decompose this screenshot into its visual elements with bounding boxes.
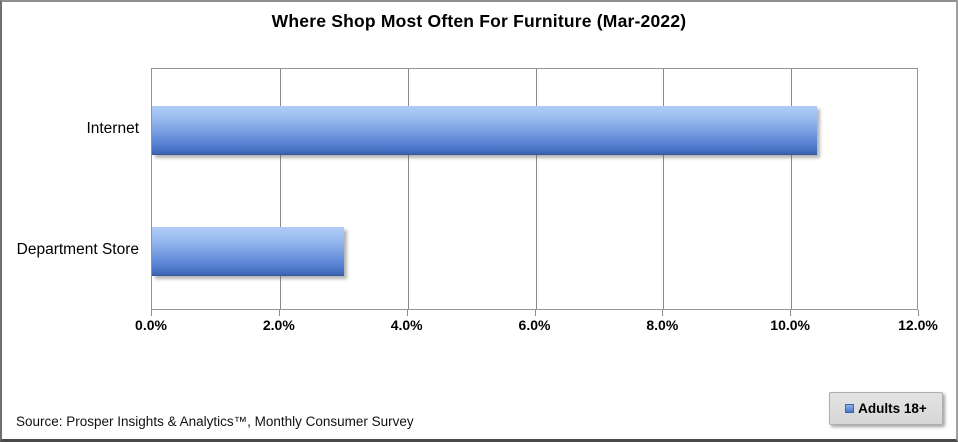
x-tick-label: 10.0%	[770, 317, 810, 333]
series-marker-icon	[845, 404, 855, 413]
chart-title: Where Shop Most Often For Furniture (Mar…	[271, 11, 687, 31]
x-tick-mark	[662, 310, 664, 316]
x-tick-mark	[151, 310, 152, 316]
x-tick-label: 4.0%	[390, 317, 423, 333]
x-tick-mark	[918, 310, 919, 316]
bar-department-store	[152, 226, 344, 276]
x-tick-mark	[406, 310, 408, 316]
legend: Adults 18+	[829, 392, 943, 425]
bar-internet	[152, 105, 817, 155]
legend-label: Adults 18+	[858, 401, 927, 416]
gridline	[791, 69, 793, 309]
plot-area	[151, 68, 918, 310]
gridline	[535, 69, 537, 309]
category-label: Internet	[86, 119, 139, 137]
x-tick-label: 6.0%	[518, 317, 551, 333]
gridline	[663, 69, 665, 309]
x-tick-label: 0.0%	[135, 317, 167, 333]
x-tick-mark	[790, 310, 792, 316]
x-tick-label: 8.0%	[646, 317, 679, 333]
gridline	[279, 69, 281, 309]
x-tick-mark	[278, 310, 280, 316]
x-tick-label: 2.0%	[262, 317, 295, 333]
gridline	[407, 69, 409, 309]
category-label: Department Store	[16, 240, 139, 258]
x-tick-label: 12.0%	[898, 317, 938, 333]
x-tick-mark	[534, 310, 536, 316]
source-note: Source: Prosper Insights & Analytics™, M…	[16, 414, 414, 429]
